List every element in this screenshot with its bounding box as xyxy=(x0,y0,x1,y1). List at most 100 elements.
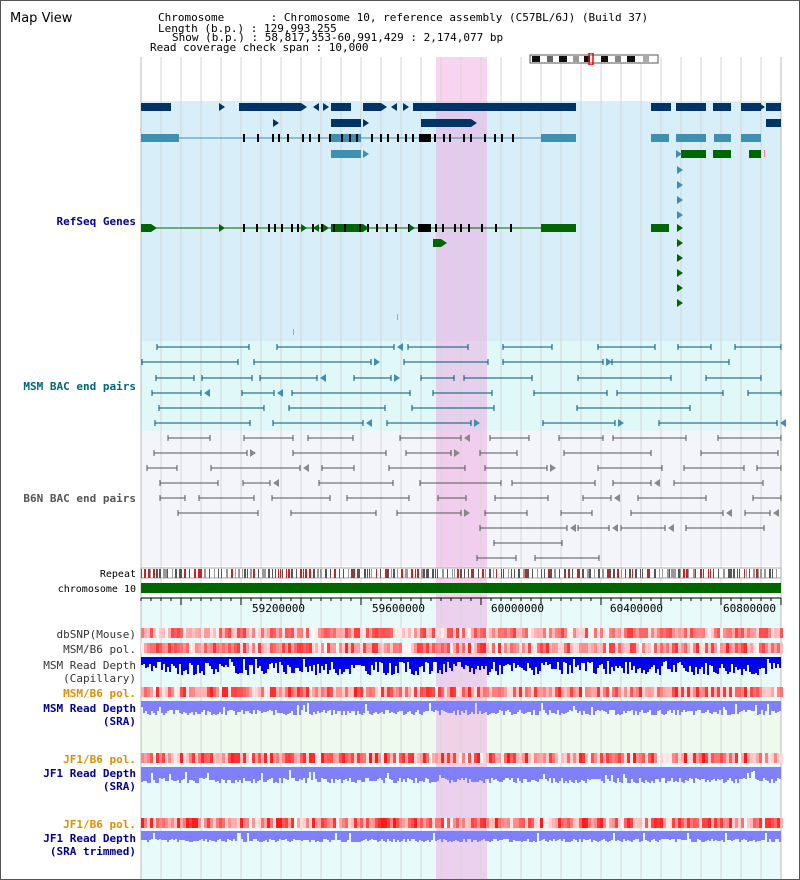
gene-exon[interactable] xyxy=(329,134,331,142)
gene-strand-arrow[interactable] xyxy=(366,419,372,427)
gene-exon[interactable] xyxy=(442,224,444,232)
gene-strand-arrow[interactable] xyxy=(303,464,309,472)
gene-strand-arrow[interactable] xyxy=(403,103,409,111)
gene-strand-arrow[interactable] xyxy=(677,284,683,292)
gene-exon[interactable] xyxy=(321,224,323,232)
gene-exon[interactable] xyxy=(287,134,289,142)
gene-strand-arrow[interactable] xyxy=(464,434,470,442)
gene-strand-arrow[interactable] xyxy=(726,509,732,517)
gene-model[interactable] xyxy=(239,103,301,111)
gene-model[interactable] xyxy=(676,134,706,142)
gene-strand-arrow[interactable] xyxy=(550,464,556,472)
gene-model[interactable] xyxy=(331,150,361,158)
gene-strand-arrow[interactable] xyxy=(363,150,369,158)
gene-exon[interactable] xyxy=(395,224,397,232)
gene-exon[interactable] xyxy=(274,224,276,232)
gene-strand-arrow[interactable] xyxy=(250,449,256,457)
gene-mark[interactable] xyxy=(397,314,398,320)
gene-exon[interactable] xyxy=(484,134,486,142)
gene-exon[interactable] xyxy=(501,134,503,142)
gene-strand-arrow[interactable] xyxy=(381,103,387,111)
gene-strand-arrow[interactable] xyxy=(374,358,380,366)
gene-model[interactable] xyxy=(749,150,761,158)
gene-model[interactable] xyxy=(433,239,441,247)
gene-model[interactable] xyxy=(713,103,731,111)
gene-model[interactable] xyxy=(766,119,781,127)
gene-strand-arrow[interactable] xyxy=(273,119,279,127)
gene-model[interactable] xyxy=(713,150,731,158)
gene-exon[interactable] xyxy=(243,134,245,142)
gene-exon[interactable] xyxy=(419,134,431,142)
gene-exon[interactable] xyxy=(341,134,343,142)
gene-model[interactable] xyxy=(541,134,576,142)
gene-exon[interactable] xyxy=(297,224,299,232)
gene-exon[interactable] xyxy=(454,224,456,232)
gene-model[interactable] xyxy=(766,103,781,111)
gene-exon[interactable] xyxy=(291,224,293,232)
gene-strand-arrow[interactable] xyxy=(677,239,683,247)
gene-strand-arrow[interactable] xyxy=(363,224,369,232)
gene-strand-arrow[interactable] xyxy=(471,119,477,127)
gene-strand-arrow[interactable] xyxy=(323,224,329,232)
gene-exon[interactable] xyxy=(481,224,483,232)
gene-strand-arrow[interactable] xyxy=(277,389,283,397)
gene-exon[interactable] xyxy=(302,134,304,142)
gene-model[interactable] xyxy=(651,134,669,142)
gene-exon[interactable] xyxy=(359,224,361,232)
chromosome-ideogram[interactable] xyxy=(529,53,661,65)
gene-exon[interactable] xyxy=(443,134,445,142)
gene-exon[interactable] xyxy=(387,134,389,142)
gene-exon[interactable] xyxy=(386,224,388,232)
gene-model[interactable] xyxy=(714,134,731,142)
gene-exon[interactable] xyxy=(434,134,436,142)
gene-model[interactable] xyxy=(413,103,576,111)
gene-strand-arrow[interactable] xyxy=(323,103,329,111)
gene-strand-arrow[interactable] xyxy=(454,449,460,457)
gene-strand-arrow[interactable] xyxy=(441,239,447,247)
gene-strand-arrow[interactable] xyxy=(219,103,225,111)
gene-exon[interactable] xyxy=(278,134,280,142)
gene-exon[interactable] xyxy=(272,134,274,142)
gene-exon[interactable] xyxy=(397,134,399,142)
gene-model[interactable] xyxy=(651,224,669,232)
gene-model[interactable] xyxy=(741,103,761,111)
gene-exon[interactable] xyxy=(281,224,283,232)
gene-strand-arrow[interactable] xyxy=(677,166,683,174)
gene-model[interactable] xyxy=(741,134,761,142)
gene-exon[interactable] xyxy=(333,224,335,232)
gene-exon[interactable] xyxy=(344,224,346,232)
gene-strand-arrow[interactable] xyxy=(614,494,620,502)
gene-exon[interactable] xyxy=(470,134,472,142)
gene-strand-arrow[interactable] xyxy=(301,224,307,232)
gene-strand-arrow[interactable] xyxy=(773,509,779,517)
gene-model[interactable] xyxy=(141,103,171,111)
gene-strand-arrow[interactable] xyxy=(219,224,225,232)
gene-exon[interactable] xyxy=(349,134,351,142)
gene-model[interactable] xyxy=(421,119,471,127)
gene-exon[interactable] xyxy=(376,224,378,232)
gene-strand-arrow[interactable] xyxy=(677,224,683,232)
gene-exon[interactable] xyxy=(494,134,496,142)
gene-exon[interactable] xyxy=(405,134,407,142)
gene-strand-arrow[interactable] xyxy=(474,419,480,427)
gene-model[interactable] xyxy=(681,150,706,158)
gene-strand-arrow[interactable] xyxy=(570,524,576,532)
gene-strand-arrow[interactable] xyxy=(677,196,683,204)
gene-exon[interactable] xyxy=(463,134,465,142)
gene-strand-arrow[interactable] xyxy=(397,343,403,351)
gene-model[interactable] xyxy=(676,103,706,111)
gene-strand-arrow[interactable] xyxy=(618,419,624,427)
gene-mark[interactable] xyxy=(764,150,765,157)
gene-exon[interactable] xyxy=(419,224,431,232)
gene-model[interactable] xyxy=(363,103,381,111)
gene-strand-arrow[interactable] xyxy=(677,299,683,307)
gene-model[interactable] xyxy=(331,134,361,142)
gene-strand-arrow[interactable] xyxy=(301,103,307,111)
gene-exon[interactable] xyxy=(356,134,358,142)
gene-mark[interactable] xyxy=(293,329,294,335)
gene-strand-arrow[interactable] xyxy=(394,374,400,382)
gene-exon[interactable] xyxy=(468,224,470,232)
gene-model[interactable] xyxy=(141,224,151,232)
gene-strand-arrow[interactable] xyxy=(676,150,682,158)
